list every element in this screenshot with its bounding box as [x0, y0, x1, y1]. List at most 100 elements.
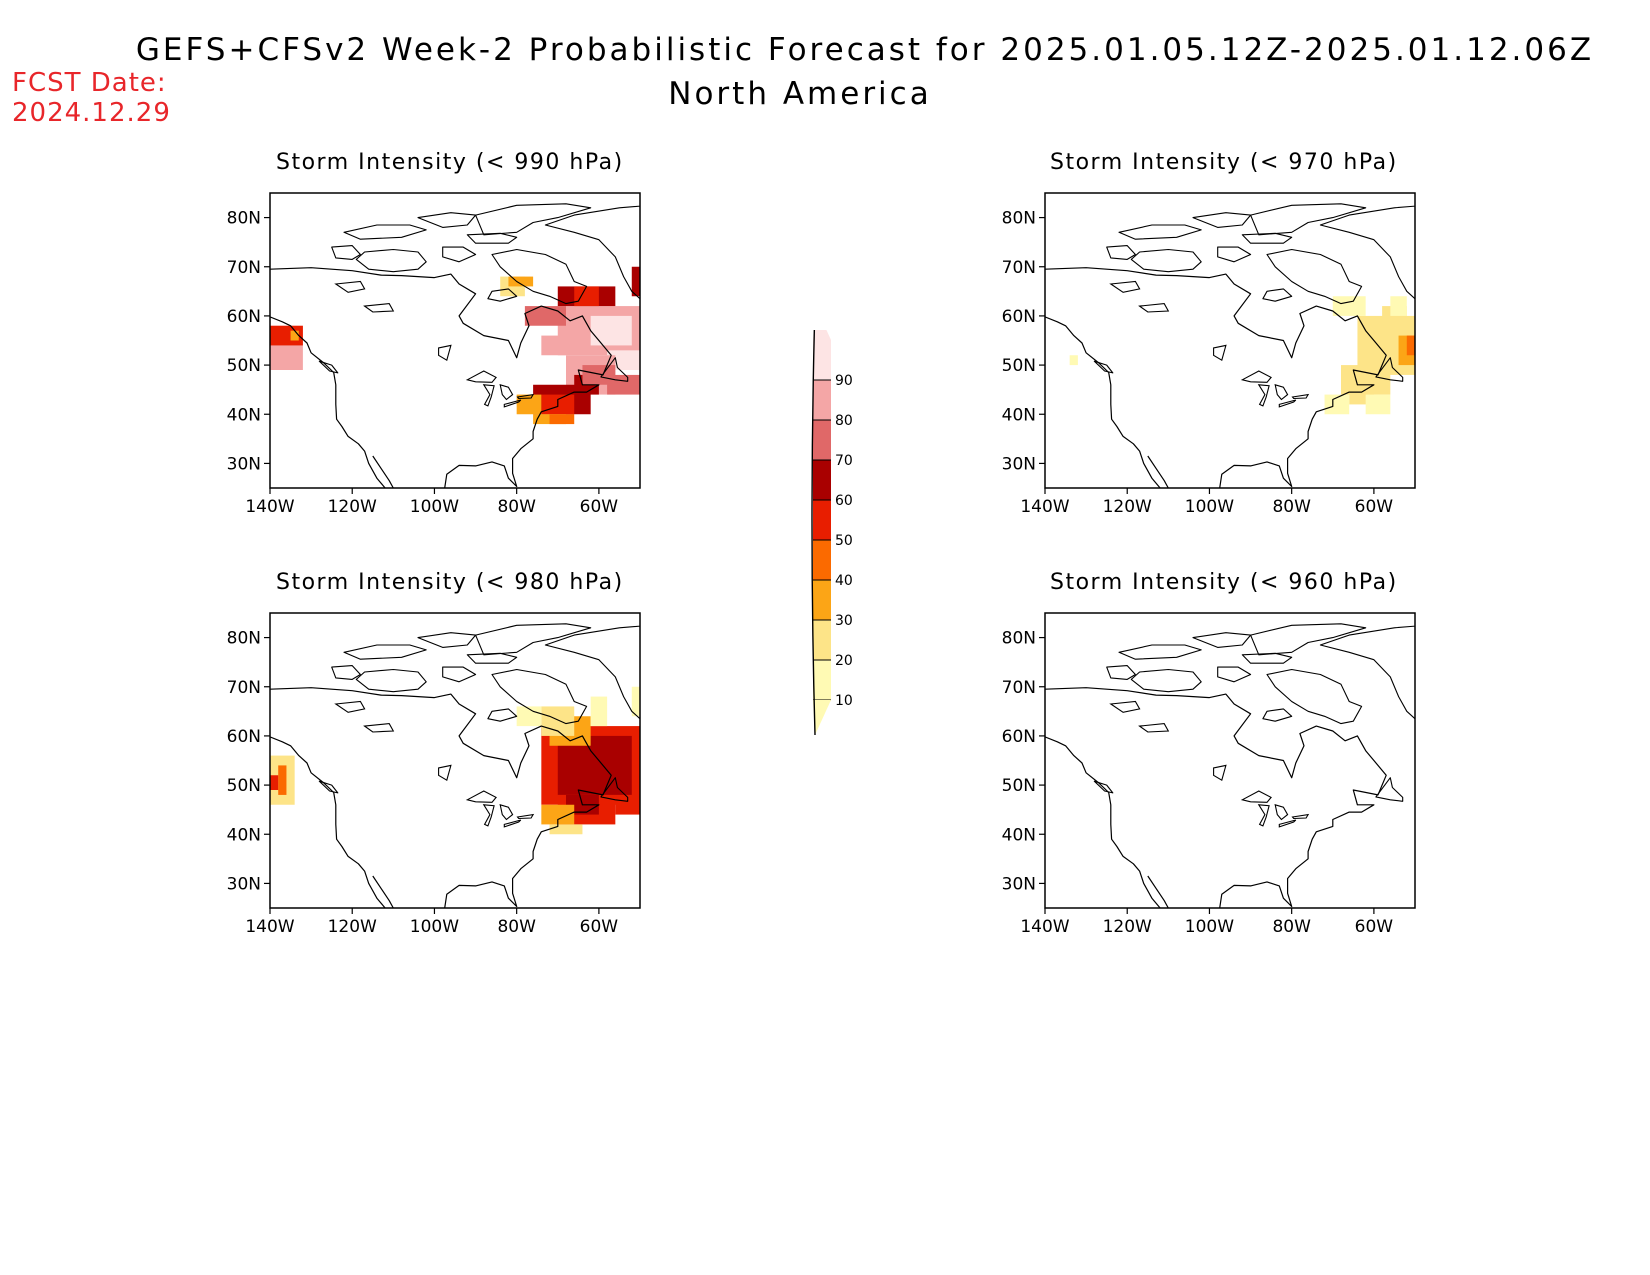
prob-cell-7: [1324, 394, 1350, 415]
lat-tick-label: 70N: [1002, 258, 1036, 278]
island-5: [466, 652, 518, 664]
lake-2: [1274, 804, 1289, 821]
island-6: [343, 224, 427, 240]
colorbar-swatch: [813, 580, 831, 620]
island-3: [1106, 245, 1136, 260]
coastline-0: [270, 267, 612, 488]
prob-cell-4: [1406, 335, 1415, 356]
lake-3: [1278, 819, 1297, 828]
colorbar-swatch: [813, 660, 831, 700]
prob-cell-22: [290, 330, 299, 341]
lon-tick-label: 120W: [1103, 917, 1152, 937]
prob-cell-1: [590, 315, 632, 346]
lat-tick-label: 80N: [1002, 209, 1036, 229]
colorbar-bottom-cap: [813, 700, 831, 735]
island-10: [318, 780, 339, 794]
prob-cell-12: [615, 794, 640, 815]
lake-4: [516, 813, 535, 820]
coastline-2: [372, 875, 394, 908]
prob-cell-9: [541, 335, 566, 356]
island-11: [442, 246, 477, 263]
island-1: [1319, 625, 1415, 720]
prob-cell-4: [574, 286, 599, 307]
island-7: [1192, 212, 1252, 228]
panel-title-990: Storm Intensity (< 990 hPa): [276, 150, 624, 175]
lat-tick-label: 80N: [227, 209, 261, 229]
lake-5: [334, 280, 366, 293]
lake-1: [1257, 804, 1270, 827]
fcst-date-label: FCST Date:: [12, 68, 167, 98]
prob-cell-2: [590, 745, 624, 786]
prob-cell-9: [1332, 296, 1366, 316]
lake-0: [1240, 790, 1272, 803]
island-0: [1266, 248, 1363, 305]
lat-tick-label: 80N: [227, 629, 261, 649]
lat-tick-label: 50N: [1002, 776, 1036, 796]
island-0: [491, 248, 588, 305]
lat-tick-label: 30N: [227, 454, 261, 474]
island-5: [1241, 232, 1293, 244]
prob-cell-18: [582, 365, 616, 385]
prob-cell-14: [278, 765, 287, 795]
lake-2: [1274, 384, 1289, 401]
island-3: [331, 245, 361, 260]
lat-tick-label: 60N: [1002, 307, 1036, 327]
lake-4: [516, 393, 535, 400]
map-panel-980: 80N 70N 60N 50N 40N 30N 140W 120W 100W 80W 60W: [227, 612, 641, 937]
prob-cell-7: [516, 706, 542, 727]
colorbar-swatch: [813, 540, 831, 580]
colorbar-swatch: [813, 380, 831, 420]
lon-tick-label: 120W: [1103, 497, 1152, 517]
island-3: [1106, 665, 1136, 680]
lon-tick-label: 140W: [245, 917, 294, 937]
lon-tick-label: 140W: [245, 497, 294, 517]
coastline-2: [1147, 455, 1169, 488]
island-5: [1241, 652, 1293, 664]
prob-cell-8: [524, 306, 566, 326]
lake-5: [334, 700, 366, 713]
lat-tick-label: 70N: [227, 678, 261, 698]
lat-tick-label: 60N: [227, 727, 261, 747]
island-1: [1319, 205, 1415, 300]
colorbar-label: 40: [835, 573, 853, 589]
lake-6: [363, 723, 395, 733]
lon-tick-label: 60W: [580, 917, 619, 937]
prob-cell-6: [631, 686, 640, 717]
island-0: [1266, 668, 1363, 725]
island-6: [1118, 644, 1202, 660]
lon-tick-label: 80W: [1272, 917, 1311, 937]
island-11: [1217, 246, 1252, 263]
lake-6: [1138, 303, 1170, 313]
lake-3: [1278, 399, 1297, 408]
island-10: [1093, 360, 1114, 374]
island-6: [1118, 224, 1202, 240]
colorbar-swatch: [813, 500, 831, 540]
coastline-0: [270, 687, 612, 908]
lake-1: [1257, 384, 1270, 407]
lon-tick-label: 140W: [1020, 497, 1069, 517]
lat-tick-label: 40N: [1002, 825, 1036, 845]
lon-tick-label: 80W: [1272, 497, 1311, 517]
lat-tick-label: 30N: [1002, 454, 1036, 474]
colorbar-label: 70: [835, 453, 853, 469]
island-2: [355, 668, 427, 693]
lake-4: [1291, 393, 1310, 400]
island-7: [417, 632, 477, 648]
lat-tick-label: 70N: [1002, 678, 1036, 698]
lat-tick-label: 50N: [227, 776, 261, 796]
lake-2: [499, 384, 514, 401]
colorbar-label: 50: [835, 533, 853, 549]
lat-tick-label: 60N: [1002, 727, 1036, 747]
page-title: GEFS+CFSv2 Week-2 Probabilistic Forecast…: [135, 32, 1595, 68]
colorbar-label: 90: [835, 373, 853, 389]
fcst-date-value: 2024.12.29: [12, 98, 171, 128]
colorbar-label: 60: [835, 493, 853, 509]
lat-tick-label: 30N: [1002, 874, 1036, 894]
colorbar-swatch: [813, 460, 831, 500]
colorbar-label: 20: [835, 653, 853, 669]
panel-title-960: Storm Intensity (< 960 hPa): [1050, 570, 1398, 595]
island-10: [318, 360, 339, 374]
map-panel-990: 80N 70N 60N 50N 40N 30N 140W 120W 100W 80W 60W: [227, 192, 641, 517]
panel-title-970: Storm Intensity (< 970 hPa): [1050, 150, 1398, 175]
lon-tick-label: 100W: [1185, 497, 1234, 517]
